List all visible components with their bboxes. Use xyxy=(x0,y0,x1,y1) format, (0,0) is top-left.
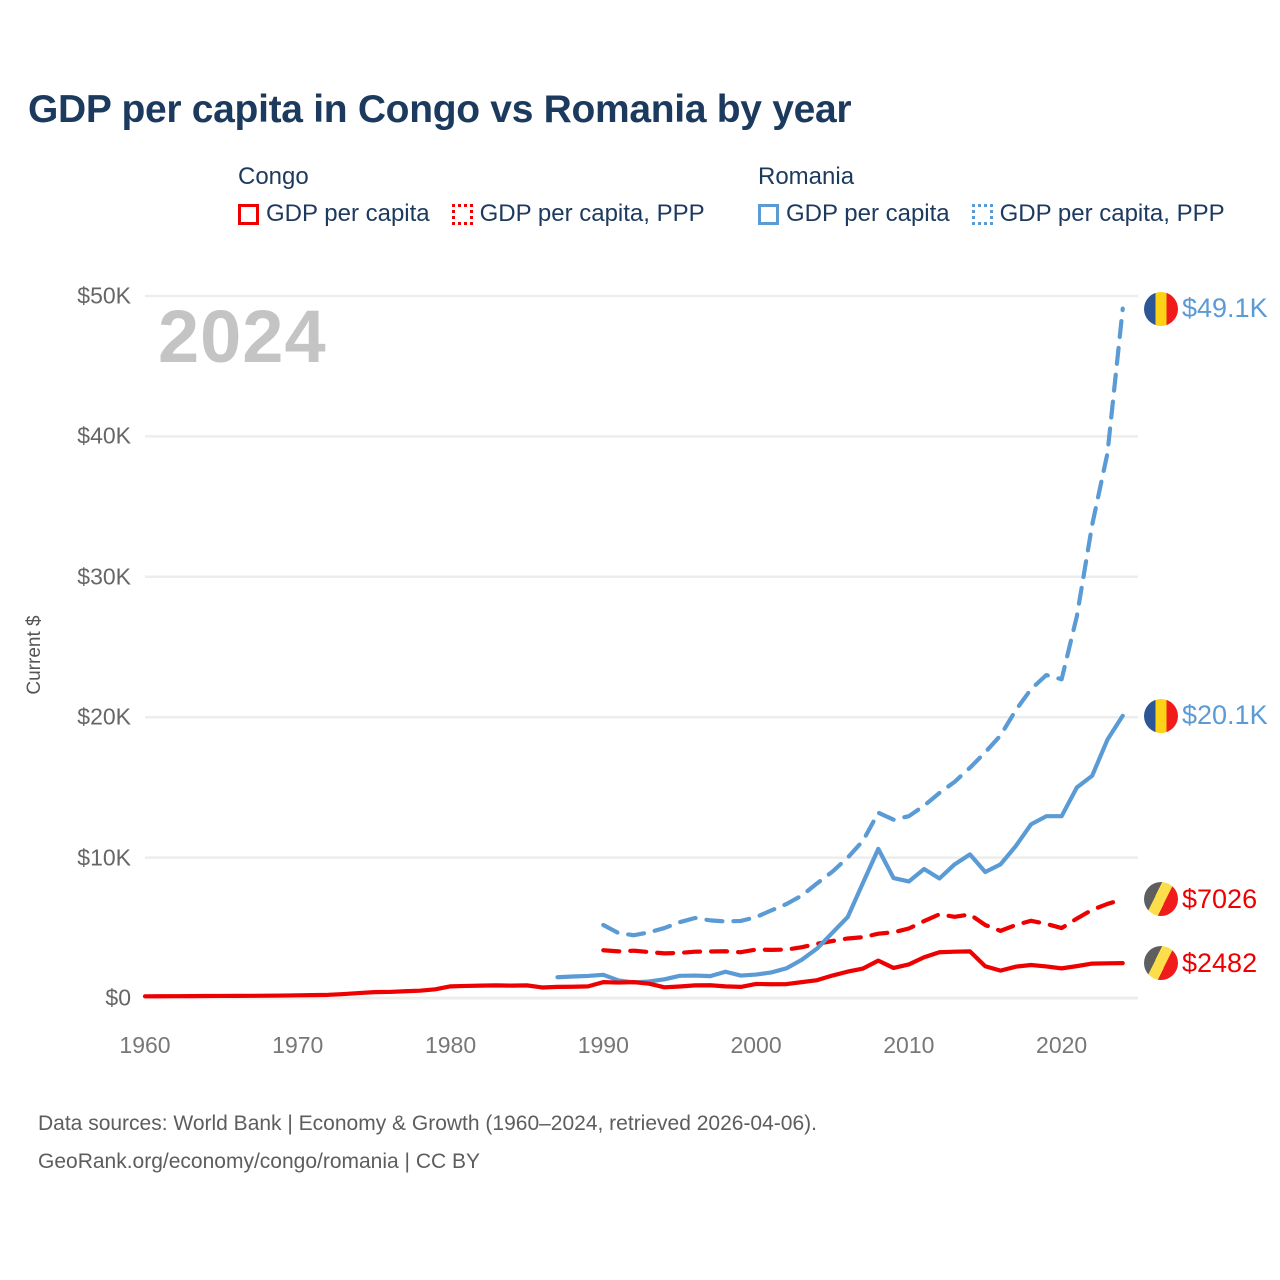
legend-country-label: Romania xyxy=(758,163,855,190)
series-end-label: $49.1K xyxy=(1144,291,1268,326)
x-axis-tick-label: 1990 xyxy=(577,1032,629,1058)
series-end-label: $2482 xyxy=(1144,946,1258,981)
legend-item-congo-gdp-per-capita[interactable]: GDP per capita xyxy=(238,200,430,228)
congo-flag-icon xyxy=(1144,882,1178,917)
y-axis-tick-label: $30K xyxy=(77,563,131,590)
romania-flag-icon xyxy=(1144,291,1178,326)
footer: Data sources: World Bank | Economy & Gro… xyxy=(38,1105,817,1181)
legend-item-congo-gdp-per-capita-ppp[interactable]: GDP per capita, PPP xyxy=(451,200,705,228)
y-axis-tick-label: $50K xyxy=(77,282,131,309)
legend-swatch-dotted-icon xyxy=(971,203,993,225)
series-line xyxy=(601,306,1125,938)
year-watermark: 2024 xyxy=(158,295,327,378)
series-end-value: $49.1K xyxy=(1182,293,1268,324)
footer-attribution: GeoRank.org/economy/congo/romania | CC B… xyxy=(38,1150,481,1173)
chart-legend: Congo GDP per capita GDP per capita, PPP… xyxy=(238,162,1258,242)
x-axis-tick-label: 1960 xyxy=(119,1032,171,1058)
x-axis-tick-label: 1980 xyxy=(424,1032,477,1058)
gridlines xyxy=(145,294,1138,1000)
series-end-value: $7026 xyxy=(1182,883,1258,914)
legend-country-label: Congo xyxy=(238,163,309,190)
page-title: GDP per capita in Congo vs Romania by ye… xyxy=(28,88,852,131)
series-line xyxy=(142,949,1125,999)
series-end-label: $20.1K xyxy=(1144,698,1268,733)
series-lines xyxy=(142,306,1125,999)
legend-item-label: GDP per capita, PPP xyxy=(999,200,1225,227)
legend-item-label: GDP per capita xyxy=(786,200,950,227)
x-axis-tick-label: 2020 xyxy=(1036,1032,1088,1058)
x-axis-tick-label: 2000 xyxy=(730,1032,782,1058)
series-line xyxy=(601,897,1125,956)
y-axis-tick-label: $20K xyxy=(77,703,131,730)
legend-item-label: GDP per capita, PPP xyxy=(479,200,705,227)
y-axis-tick-label: $10K xyxy=(77,844,131,871)
x-axis-tick-label: 2010 xyxy=(883,1032,935,1058)
legend-group-romania: Romania GDP per capita GDP per capita, P… xyxy=(758,162,1225,228)
romania-flag-icon xyxy=(1144,698,1178,733)
series-end-value: $2482 xyxy=(1182,947,1258,978)
y-axis-tick-label: $40K xyxy=(77,422,131,449)
congo-flag-icon xyxy=(1144,946,1178,981)
y-axis-title: Current $ xyxy=(24,615,45,695)
legend-group-congo: Congo GDP per capita GDP per capita, PPP xyxy=(238,162,705,228)
footer-data-sources: Data sources: World Bank | Economy & Gro… xyxy=(38,1112,817,1135)
legend-item-romania-gdp-per-capita[interactable]: GDP per capita xyxy=(758,200,950,228)
legend-item-label: GDP per capita xyxy=(266,200,430,227)
series-line xyxy=(555,713,1125,985)
legend-item-romania-gdp-per-capita-ppp[interactable]: GDP per capita, PPP xyxy=(971,200,1225,228)
legend-swatch-solid-icon xyxy=(238,203,259,225)
legend-swatch-dotted-icon xyxy=(451,203,473,225)
legend-swatch-solid-icon xyxy=(758,203,779,225)
x-axis-tick-label: 1970 xyxy=(272,1032,324,1058)
y-axis-tick-label: $0 xyxy=(105,984,131,1011)
series-end-label: $7026 xyxy=(1144,882,1258,917)
series-end-value: $20.1K xyxy=(1182,700,1268,731)
